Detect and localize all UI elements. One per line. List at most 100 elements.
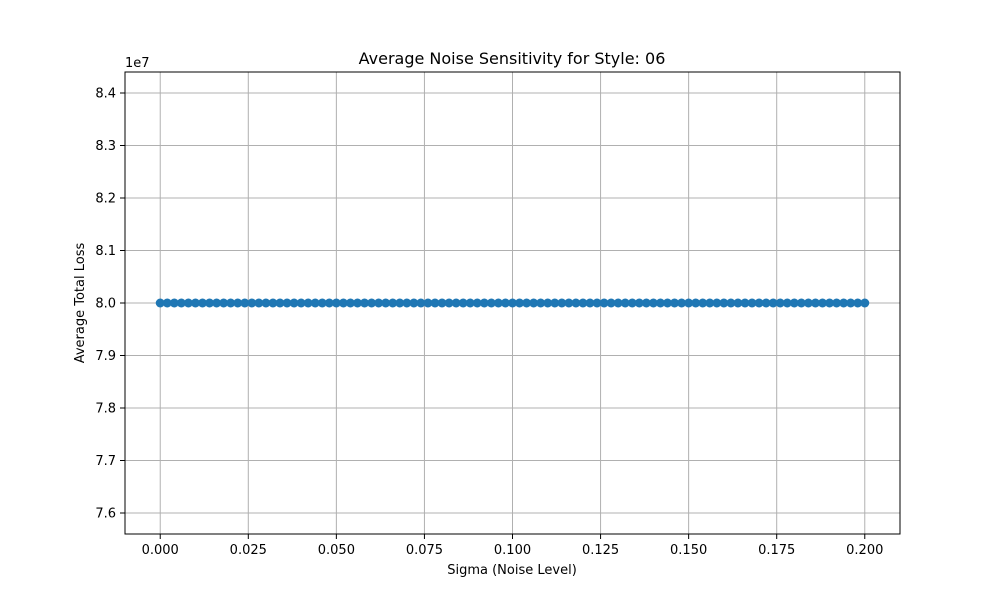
- data-point: [493, 298, 503, 308]
- data-point: [810, 298, 820, 308]
- data-point: [726, 298, 736, 308]
- data-point: [733, 298, 743, 308]
- data-point: [796, 298, 806, 308]
- data-point: [740, 298, 750, 308]
- data-point: [712, 298, 722, 308]
- y-tick-label: 8.2: [95, 192, 116, 207]
- data-point: [768, 298, 778, 308]
- data-point: [162, 298, 172, 308]
- data-point: [515, 298, 525, 308]
- data-point: [775, 298, 785, 308]
- x-tick-label: 0.175: [758, 543, 795, 558]
- data-point: [254, 298, 264, 308]
- x-tick-label: 0.025: [230, 543, 267, 558]
- chart-title: Average Noise Sensitivity for Style: 06: [359, 49, 666, 68]
- data-point: [402, 298, 412, 308]
- data-point: [578, 298, 588, 308]
- data-point: [698, 298, 708, 308]
- data-point: [818, 298, 827, 308]
- x-tick-label: 0.075: [406, 543, 443, 558]
- x-tick-label: 0.200: [846, 543, 883, 558]
- data-point: [585, 298, 595, 308]
- data-point: [677, 298, 687, 308]
- data-point: [296, 298, 306, 308]
- data-point: [557, 298, 567, 308]
- data-point: [303, 298, 313, 308]
- data-point: [754, 298, 764, 308]
- data-point: [832, 298, 842, 308]
- data-point: [571, 298, 581, 308]
- y-tick-label: 7.8: [95, 402, 116, 417]
- y-tick-label: 8.1: [95, 244, 116, 259]
- data-point: [451, 298, 461, 308]
- data-point: [240, 298, 250, 308]
- data-point: [465, 298, 475, 308]
- data-point: [761, 298, 771, 308]
- data-point: [860, 298, 870, 308]
- data-point: [176, 298, 186, 308]
- x-tick-label: 0.150: [670, 543, 707, 558]
- data-point: [395, 298, 405, 308]
- x-tick-label: 0.000: [142, 543, 179, 558]
- data-point: [416, 298, 426, 308]
- data-point: [268, 298, 278, 308]
- data-point: [374, 298, 384, 308]
- data-point: [592, 298, 602, 308]
- data-point: [331, 298, 341, 308]
- data-point: [613, 298, 623, 308]
- data-point: [627, 298, 637, 308]
- data-point: [522, 298, 532, 308]
- data-point: [500, 298, 510, 308]
- data-point: [655, 298, 665, 308]
- data-point: [543, 298, 553, 308]
- data-point: [289, 298, 299, 308]
- data-point: [599, 298, 609, 308]
- data-point: [648, 298, 658, 308]
- data-point: [338, 298, 348, 308]
- data-point: [345, 298, 355, 308]
- data-point: [381, 298, 391, 308]
- data-point: [691, 298, 701, 308]
- data-point: [747, 298, 757, 308]
- data-point: [550, 298, 560, 308]
- data-point: [219, 298, 229, 308]
- data-point: [839, 298, 849, 308]
- data-point: [317, 298, 327, 308]
- y-tick-label: 8.3: [95, 139, 116, 154]
- data-point: [169, 298, 179, 308]
- data-point: [367, 298, 377, 308]
- data-point: [789, 298, 799, 308]
- data-point: [183, 298, 193, 308]
- data-point: [360, 298, 370, 308]
- data-point: [353, 298, 362, 308]
- data-point: [719, 298, 729, 308]
- data-point: [444, 298, 454, 308]
- y-offset-label: 1e7: [125, 56, 150, 71]
- y-tick-label: 8.4: [95, 87, 116, 102]
- y-axis-label: Average Total Loss: [73, 243, 88, 364]
- data-point: [155, 298, 165, 308]
- data-point: [606, 298, 616, 308]
- data-point: [226, 298, 236, 308]
- data-point: [486, 298, 496, 308]
- data-point: [853, 298, 863, 308]
- data-point: [564, 298, 574, 308]
- series-layer: [155, 298, 870, 308]
- data-point: [409, 298, 419, 308]
- data-point: [282, 298, 292, 308]
- data-point: [670, 298, 680, 308]
- data-point: [536, 298, 546, 308]
- x-axis-label: Sigma (Noise Level): [447, 563, 577, 578]
- data-point: [472, 298, 482, 308]
- data-point: [310, 298, 320, 308]
- data-point: [782, 298, 792, 308]
- data-point: [508, 298, 517, 308]
- data-point: [684, 298, 694, 308]
- x-tick-label: 0.100: [494, 543, 531, 558]
- y-tick-label: 7.6: [95, 507, 116, 522]
- data-point: [705, 298, 715, 308]
- data-point: [261, 298, 271, 308]
- x-tick-label: 0.050: [318, 543, 355, 558]
- data-point: [458, 298, 468, 308]
